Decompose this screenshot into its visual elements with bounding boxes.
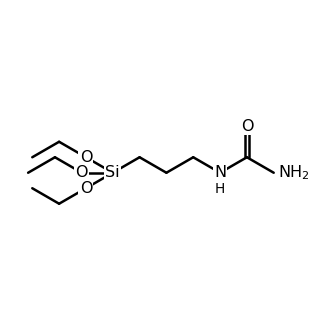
- Text: N: N: [214, 165, 226, 180]
- Text: NH$_2$: NH$_2$: [278, 163, 310, 182]
- Text: Si: Si: [106, 165, 120, 180]
- Text: O: O: [80, 150, 92, 165]
- Text: O: O: [241, 119, 253, 134]
- Text: O: O: [76, 165, 88, 180]
- Text: O: O: [80, 181, 92, 196]
- Text: H: H: [215, 182, 225, 196]
